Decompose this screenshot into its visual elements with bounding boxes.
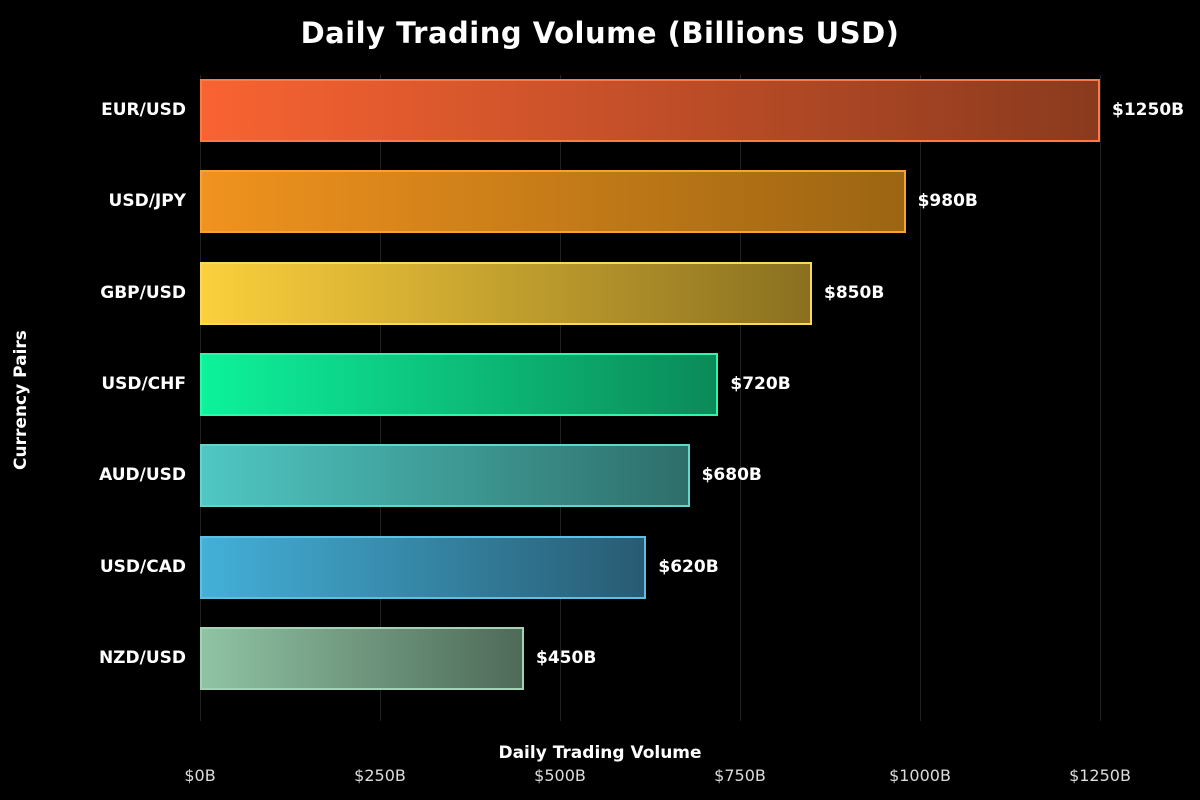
value-label: $620B [658,556,719,577]
category-label: USD/JPY [108,191,186,212]
gridline [740,75,741,721]
x-tick-label: $750B [714,766,766,785]
gridline [920,75,921,721]
value-label: $450B [536,647,597,668]
category-label: USD/CAD [99,556,186,577]
x-tick-label: $1000B [889,766,951,785]
x-tick-label: $250B [354,766,406,785]
value-label: $680B [701,465,762,486]
value-label: $850B [824,282,885,303]
x-tick-label: $1250B [1069,766,1131,785]
category-label: USD/CHF [101,373,186,394]
value-label: $980B [917,191,978,212]
gridline [1100,75,1101,721]
bar-eur-usd [200,79,1100,142]
bar-usd-chf [200,352,719,416]
x-axis-title: Daily Trading Volume [498,743,702,763]
value-label: $1250B [1112,100,1185,120]
category-label: NZD/USD [98,647,186,668]
bar-usd-jpy [200,170,906,234]
category-label: EUR/USD [101,100,186,120]
bar-usd-cad [200,535,647,599]
value-label: $720B [730,373,791,394]
bar-nzd-usd [200,626,524,690]
x-tick-label: $500B [534,766,586,785]
category-label: AUD/USD [99,465,186,486]
x-tick-label: $0B [184,766,216,785]
bar-gbp-usd [200,261,812,325]
chart-title: Daily Trading Volume (Billions USD) [300,16,900,50]
bar-aud-usd [200,444,690,508]
category-label: GBP/USD [100,282,186,303]
